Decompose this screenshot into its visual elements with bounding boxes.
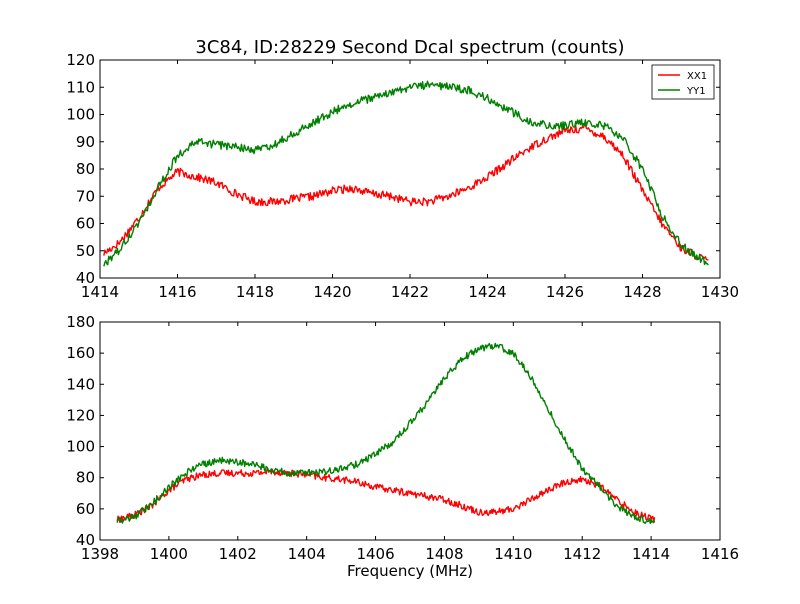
- chart-title: 3C84, ID:28229 Second Dcal spectrum (cou…: [195, 37, 624, 58]
- y-tick-label: 100: [66, 106, 95, 124]
- y-tick-label: 60: [76, 215, 95, 233]
- series-line-panel1-0: [116, 468, 656, 524]
- series-line-xx1: [103, 124, 709, 261]
- plot-area: [100, 60, 720, 278]
- y-tick-label: 40: [76, 531, 95, 549]
- x-tick-label: 1404: [288, 545, 326, 563]
- legend-box: [651, 64, 715, 100]
- y-tick-label: 80: [76, 160, 95, 178]
- x-tick-label: 1406: [356, 545, 394, 563]
- x-tick-label: 1430: [701, 283, 739, 301]
- x-tick-label: 1400: [150, 545, 188, 563]
- series-line-yy1: [103, 80, 709, 267]
- y-tick-label: 90: [76, 133, 95, 151]
- y-tick-label: 120: [66, 406, 95, 424]
- x-tick-label: 1422: [391, 283, 429, 301]
- x-tick-label: 1408: [425, 545, 463, 563]
- y-tick-label: 50: [76, 242, 95, 260]
- x-tick-label: 1412: [563, 545, 601, 563]
- x-tick-label: 1398: [81, 545, 119, 563]
- legend-label-xx1: XX1: [687, 71, 707, 82]
- lower-panel: 1398 1400 1402 1404 1406 1408 1410 1412 1414 1416…: [66, 313, 739, 563]
- y-tick-label: 40: [76, 269, 95, 287]
- x-axis-label: Frequency (MHz): [347, 562, 473, 580]
- x-tick-label: 1424: [468, 283, 506, 301]
- y-tick-label: 80: [76, 469, 95, 487]
- y-tick-label: 160: [66, 344, 95, 362]
- x-tick-label: 1428: [623, 283, 661, 301]
- y-tick-label: 180: [66, 313, 95, 331]
- x-tick-label: 1414: [632, 545, 670, 563]
- plot-frame: [99, 321, 721, 541]
- x-tick-label: 1402: [219, 545, 257, 563]
- y-tick-label: 70: [76, 187, 95, 205]
- y-tick-label: 120: [66, 51, 95, 69]
- upper-panel: 1414 1416 1418 1420 1422 1424 1426 1428 1430 40 50…: [66, 51, 739, 301]
- legend-label-yy1: YY1: [686, 86, 706, 97]
- x-tick-label: 1420: [313, 283, 351, 301]
- y-tick-label: 110: [66, 78, 95, 96]
- y-tick-label: 140: [66, 375, 95, 393]
- x-tick-label: 1416: [701, 545, 739, 563]
- x-tick-label: 1414: [81, 283, 119, 301]
- y-tick-label: 100: [66, 438, 95, 456]
- x-tick-label: 1426: [546, 283, 584, 301]
- x-tick-label: 1416: [158, 283, 196, 301]
- series-line-panel1-1: [116, 342, 656, 525]
- x-tick-label: 1410: [494, 545, 532, 563]
- x-tick-label: 1418: [236, 283, 274, 301]
- y-tick-label: 60: [76, 500, 95, 518]
